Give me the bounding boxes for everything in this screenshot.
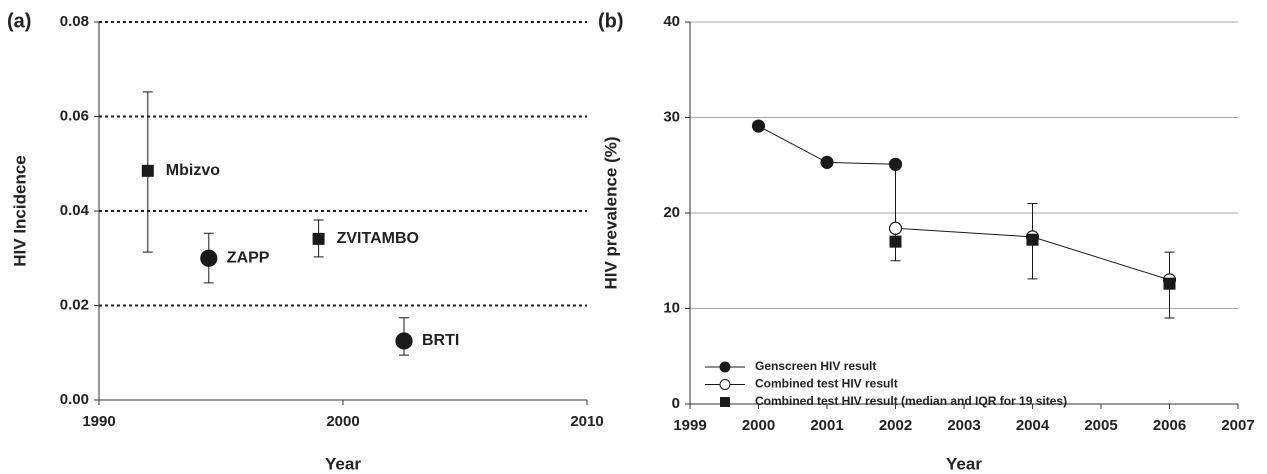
y-tick-label: 40 — [663, 13, 680, 30]
y-tick-label: 0.06 — [60, 107, 89, 124]
legend-label: Genscreen HIV result — [755, 359, 876, 373]
point-label: ZVITAMBO — [337, 230, 419, 247]
y-tick-label: 0 — [672, 395, 680, 412]
marker-square — [1163, 277, 1176, 290]
x-tick-label: 2000 — [742, 417, 775, 434]
marker-square — [141, 164, 154, 177]
x-tick-label: 2006 — [1153, 417, 1186, 434]
panel-label: (b) — [598, 10, 624, 32]
x-tick-label: 2003 — [947, 417, 980, 434]
x-tick-label: 2002 — [879, 417, 912, 434]
marker-circle — [395, 332, 413, 350]
legend-marker — [720, 397, 730, 407]
legend-marker — [719, 379, 731, 390]
legend-label: Combined test HIV result — [755, 377, 898, 391]
x-tick-label: 2001 — [810, 417, 843, 434]
y-tick-label: 10 — [663, 299, 680, 316]
x-axis-label: Year — [325, 454, 361, 473]
x-tick-label: 2010 — [570, 413, 603, 430]
y-tick-label: 0.02 — [60, 296, 89, 313]
marker-circle — [200, 249, 218, 267]
marker-square — [1026, 233, 1039, 246]
marker-open-circle — [888, 221, 903, 235]
panel-label: (a) — [7, 10, 31, 32]
x-tick-label: 2005 — [1084, 417, 1117, 434]
marker-square — [889, 235, 902, 248]
x-axis-label: Year — [946, 454, 982, 473]
marker-square — [312, 232, 325, 245]
y-tick-label: 20 — [663, 204, 680, 221]
x-tick-label: 1990 — [82, 413, 115, 430]
x-tick-label: 2007 — [1221, 417, 1254, 434]
y-tick-label: 0.04 — [60, 202, 90, 219]
y-axis-label: HIV Incidence — [10, 155, 29, 266]
point-label: ZAPP — [227, 249, 270, 266]
point-label: Mbizvo — [166, 162, 220, 179]
legend-label: Combined test HIV result (median and IQR… — [755, 394, 1067, 408]
marker-circle — [751, 119, 766, 133]
legend-marker — [719, 361, 731, 373]
y-tick-label: 0.00 — [60, 391, 89, 408]
y-tick-label: 30 — [663, 108, 680, 125]
x-tick-label: 2000 — [326, 413, 359, 430]
x-tick-label: 1999 — [673, 417, 706, 434]
y-axis-label: HIV prevalence (%) — [601, 136, 620, 289]
marker-circle — [888, 157, 903, 171]
marker-circle — [820, 155, 834, 169]
x-tick-label: 2004 — [1016, 417, 1050, 434]
y-tick-label: 0.08 — [60, 13, 89, 30]
point-label: BRTI — [422, 332, 459, 349]
